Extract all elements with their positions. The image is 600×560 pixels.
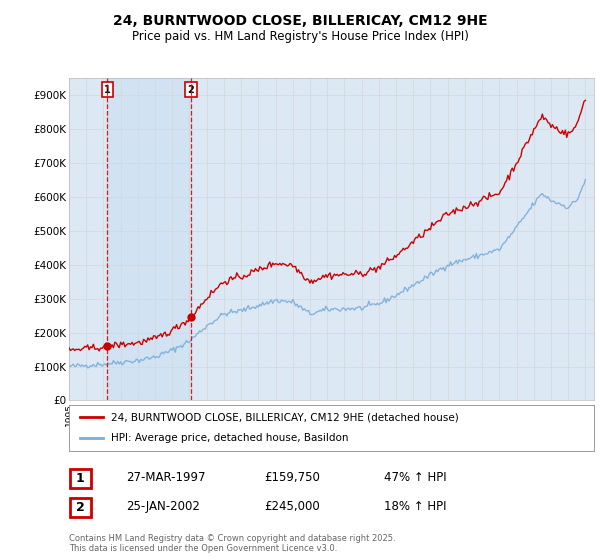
- Text: HPI: Average price, detached house, Basildon: HPI: Average price, detached house, Basi…: [111, 433, 349, 444]
- Text: 27-MAR-1997: 27-MAR-1997: [126, 470, 205, 484]
- Text: 47% ↑ HPI: 47% ↑ HPI: [384, 470, 446, 484]
- Text: Price paid vs. HM Land Registry's House Price Index (HPI): Price paid vs. HM Land Registry's House …: [131, 30, 469, 43]
- FancyBboxPatch shape: [70, 498, 91, 517]
- Text: 18% ↑ HPI: 18% ↑ HPI: [384, 500, 446, 513]
- Text: £245,000: £245,000: [264, 500, 320, 513]
- Text: £159,750: £159,750: [264, 470, 320, 484]
- FancyBboxPatch shape: [70, 469, 91, 488]
- Text: 25-JAN-2002: 25-JAN-2002: [126, 500, 200, 513]
- Text: 2: 2: [187, 85, 194, 95]
- Text: Contains HM Land Registry data © Crown copyright and database right 2025.
This d: Contains HM Land Registry data © Crown c…: [69, 534, 395, 553]
- Text: 1: 1: [76, 472, 85, 486]
- Text: 2: 2: [76, 501, 85, 515]
- Bar: [107, 78, 191, 400]
- Text: 1: 1: [104, 85, 111, 95]
- Text: 24, BURNTWOOD CLOSE, BILLERICAY, CM12 9HE: 24, BURNTWOOD CLOSE, BILLERICAY, CM12 9H…: [113, 14, 487, 28]
- Text: 24, BURNTWOOD CLOSE, BILLERICAY, CM12 9HE (detached house): 24, BURNTWOOD CLOSE, BILLERICAY, CM12 9H…: [111, 412, 459, 422]
